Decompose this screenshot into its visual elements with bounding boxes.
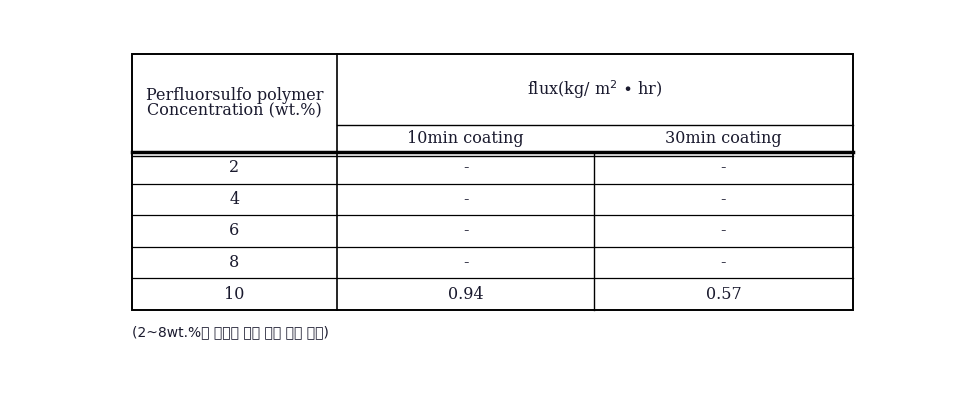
Text: -: - bbox=[721, 191, 727, 208]
Text: -: - bbox=[463, 191, 469, 208]
Text: -: - bbox=[463, 159, 469, 176]
Text: 6: 6 bbox=[230, 223, 239, 239]
Text: 0.57: 0.57 bbox=[705, 286, 741, 303]
Text: 10min coating: 10min coating bbox=[407, 130, 524, 147]
Text: Concentration (wt.%): Concentration (wt.%) bbox=[147, 102, 322, 119]
Text: -: - bbox=[463, 223, 469, 239]
Text: 4: 4 bbox=[230, 191, 239, 208]
Text: 0.94: 0.94 bbox=[448, 286, 483, 303]
Text: Perfluorsulfo polymer: Perfluorsulfo polymer bbox=[146, 87, 323, 104]
Text: flux(kg/ m$^2$ $\bullet$ hr): flux(kg/ m$^2$ $\bullet$ hr) bbox=[528, 78, 662, 101]
Text: (2~8wt.%는 코팅이 되지 않아 측정 불가): (2~8wt.%는 코팅이 되지 않아 측정 불가) bbox=[132, 325, 329, 339]
Text: 10: 10 bbox=[224, 286, 245, 303]
Text: 2: 2 bbox=[230, 159, 239, 176]
Text: -: - bbox=[721, 223, 727, 239]
Text: -: - bbox=[463, 254, 469, 271]
Text: 8: 8 bbox=[230, 254, 239, 271]
Text: 30min coating: 30min coating bbox=[665, 130, 782, 147]
Text: -: - bbox=[721, 254, 727, 271]
Text: -: - bbox=[721, 159, 727, 176]
